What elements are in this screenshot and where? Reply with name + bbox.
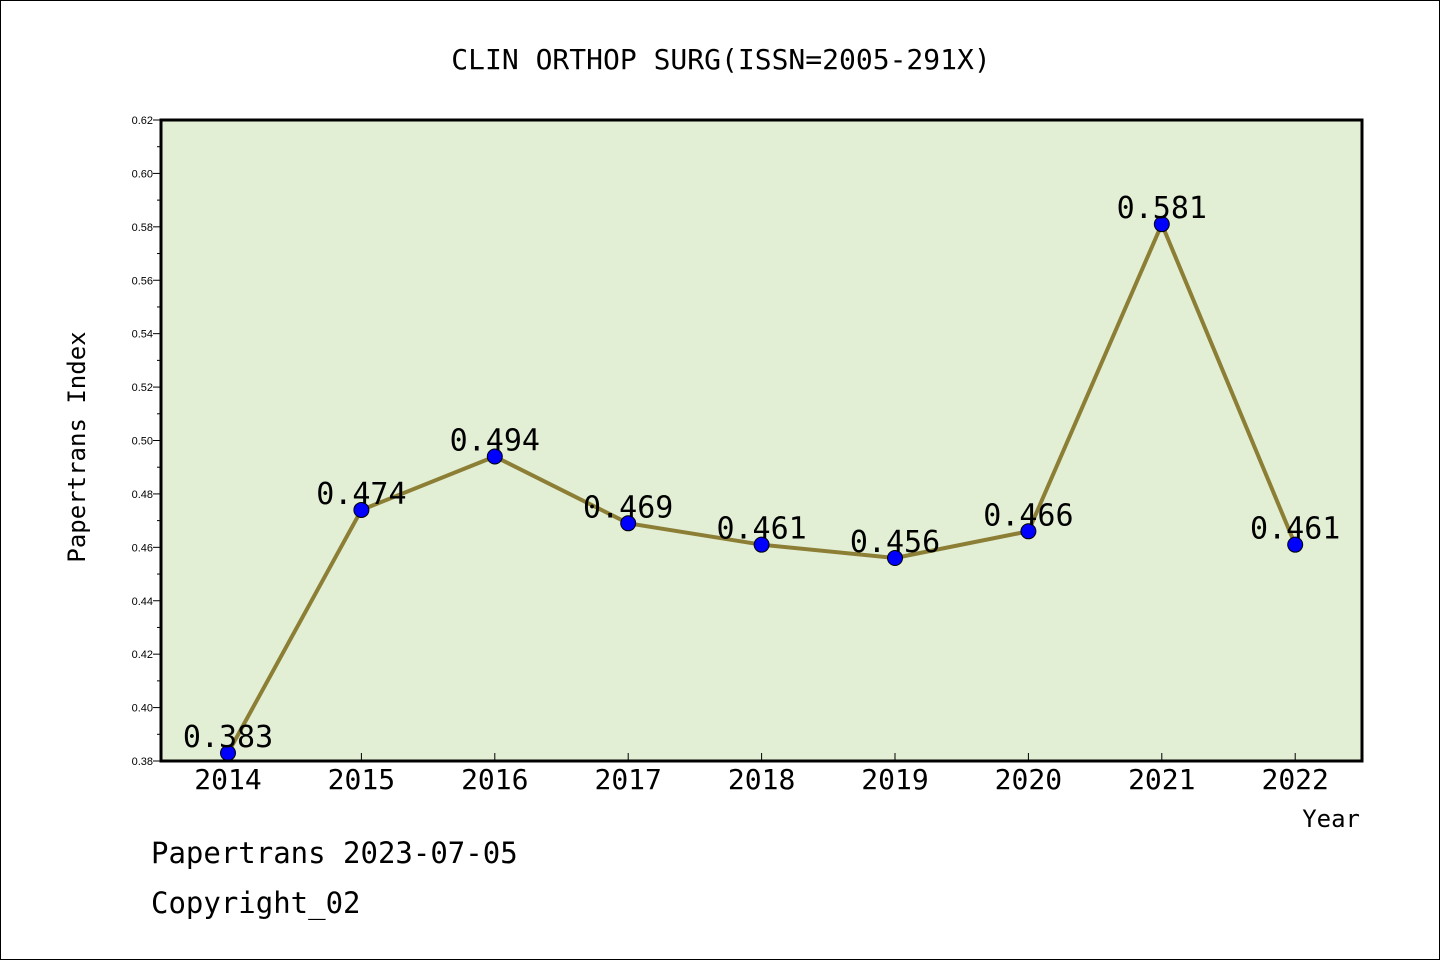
data-point	[1153, 216, 1170, 233]
data-label: 0.581	[1117, 191, 1207, 226]
data-label: 0.466	[983, 498, 1073, 533]
x-tick-label: 2015	[328, 763, 395, 796]
y-axis-label: Papertrans Index	[63, 331, 91, 562]
data-label: 0.474	[316, 477, 406, 512]
y-tick-label: 0.40	[132, 703, 153, 715]
y-tick-label: 0.58	[132, 222, 153, 234]
plot-border	[159, 118, 1364, 763]
x-tick-label: 2016	[461, 763, 528, 796]
y-tick-label: 0.38	[132, 756, 153, 768]
footer-date: Papertrans 2023-07-05	[151, 836, 518, 870]
footer-copyright: Copyright_02	[151, 886, 361, 920]
data-label: 0.456	[850, 525, 940, 560]
x-tick-label: 2022	[1261, 763, 1328, 796]
data-point	[353, 501, 370, 518]
data-label: 0.461	[716, 512, 806, 547]
x-tick-label: 2018	[728, 763, 795, 796]
x-axis: 2014 2015 2016 2017 2018 2019 2020 2021 2022	[194, 753, 1329, 796]
y-tick-label: 0.50	[132, 436, 153, 448]
x-tick-label: 2014	[194, 763, 261, 796]
y-tick-label: 0.46	[132, 542, 153, 554]
y-tick-label: 0.54	[132, 329, 153, 341]
series-line-group: 0.383 0.474 0.494 0.469 0.461 0.456 0.466 0.581…	[183, 191, 1340, 761]
y-tick-label: 0.56	[132, 275, 153, 287]
x-axis-label: Year	[1302, 805, 1360, 833]
data-label: 0.461	[1250, 512, 1340, 547]
data-point	[486, 448, 503, 465]
x-tick-label: 2019	[861, 763, 928, 796]
data-point	[1287, 536, 1304, 553]
y-tick-label: 0.60	[132, 168, 153, 180]
data-point	[620, 515, 637, 532]
y-tick-label: 0.48	[132, 489, 153, 501]
x-tick-label: 2021	[1128, 763, 1195, 796]
chart-title: CLIN ORTHOP SURG(ISSN=2005-291X)	[451, 43, 990, 76]
y-tick-label: 0.42	[132, 649, 153, 661]
data-point	[887, 550, 903, 567]
data-point	[1020, 523, 1037, 540]
x-tick-label: 2017	[594, 763, 661, 796]
y-axis: 0.38 0.40 0.42 0.44 0.46 0.48 0.50 0.52 0.54 0.56…	[132, 115, 161, 768]
y-tick-label: 0.52	[132, 382, 153, 394]
y-tick-label: 0.62	[132, 115, 153, 127]
data-label: 0.383	[183, 720, 273, 755]
data-label: 0.469	[583, 490, 673, 525]
x-tick-label: 2020	[995, 763, 1062, 796]
data-label: 0.494	[450, 424, 540, 459]
data-point	[753, 536, 770, 553]
y-tick-label: 0.44	[132, 596, 153, 608]
